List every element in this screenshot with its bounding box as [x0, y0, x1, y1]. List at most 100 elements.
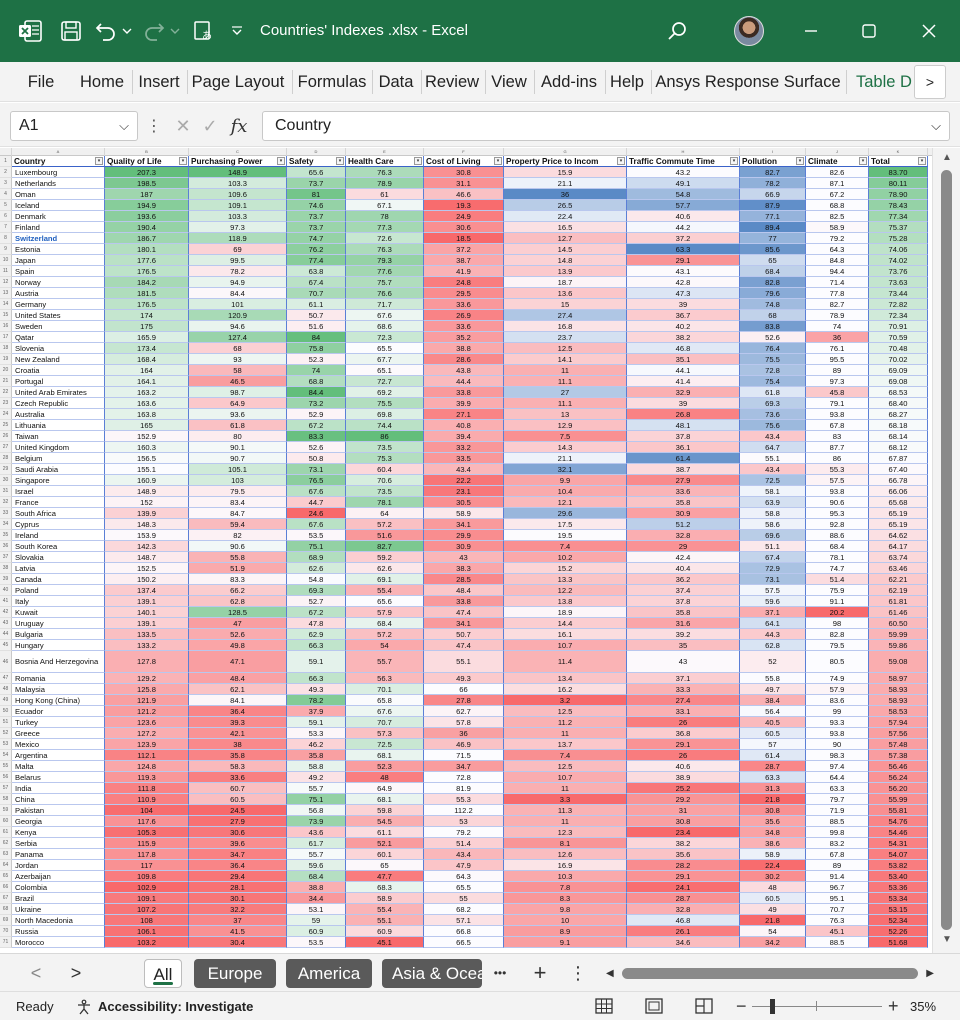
cell-climate[interactable]: 90.6 [806, 497, 869, 508]
cell-total[interactable]: 56.24 [869, 772, 928, 783]
cell-quality-of-life[interactable]: 139.1 [105, 596, 189, 607]
cell-total[interactable]: 67.87 [869, 453, 928, 464]
cell-total[interactable]: 52.26 [869, 926, 928, 937]
cell-cost-of-living[interactable]: 41.9 [424, 266, 504, 277]
cell-country[interactable]: South Africa [12, 508, 105, 519]
cell-country[interactable]: Norway [12, 277, 105, 288]
prev-sheet-button[interactable]: < [30, 963, 42, 983]
cell-property-price-to-income[interactable]: 16.8 [504, 321, 627, 332]
cell-total[interactable]: 77.34 [869, 211, 928, 222]
cell-pollution[interactable]: 30.8 [740, 805, 806, 816]
cell-cost-of-living[interactable]: 38.3 [424, 563, 504, 574]
cell-total[interactable]: 54.31 [869, 838, 928, 849]
cell-cost-of-living[interactable]: 72.8 [424, 772, 504, 783]
cell-traffic-commute-time[interactable]: 29.2 [627, 794, 740, 805]
cell-climate[interactable]: 74 [806, 321, 869, 332]
cell-pollution[interactable]: 63.9 [740, 497, 806, 508]
cell-purchasing-power[interactable]: 34.7 [189, 849, 287, 860]
cell-cost-of-living[interactable]: 55 [424, 893, 504, 904]
cell-climate[interactable]: 82.6 [806, 167, 869, 178]
cell-pollution[interactable]: 60.5 [740, 893, 806, 904]
cell-traffic-commute-time[interactable]: 36.1 [627, 442, 740, 453]
cell-cost-of-living[interactable]: 68.2 [424, 904, 504, 915]
cell-property-price-to-income[interactable]: 8.3 [504, 893, 627, 904]
cell-safety[interactable]: 54.8 [287, 574, 346, 585]
row-number[interactable]: 70 [0, 926, 12, 937]
cell-pollution[interactable]: 55.8 [740, 673, 806, 684]
cell-cost-of-living[interactable]: 39.9 [424, 398, 504, 409]
cell-country[interactable]: Russia [12, 926, 105, 937]
page-break-preview-icon[interactable] [694, 996, 716, 1016]
cell-pollution[interactable]: 58.9 [740, 849, 806, 860]
cell-total[interactable]: 75.37 [869, 222, 928, 233]
cell-pollution[interactable]: 55.1 [740, 453, 806, 464]
cell-quality-of-life[interactable]: 109.1 [105, 893, 189, 904]
cell-pollution[interactable]: 38.6 [740, 838, 806, 849]
cell-health-care[interactable]: 68.4 [346, 618, 424, 629]
cell-quality-of-life[interactable]: 152.5 [105, 563, 189, 574]
cell-purchasing-power[interactable]: 62.1 [189, 684, 287, 695]
cell-purchasing-power[interactable]: 36.4 [189, 706, 287, 717]
cell-pollution[interactable]: 68 [740, 310, 806, 321]
row-number[interactable]: 5 [0, 200, 12, 211]
cell-pollution[interactable]: 21.8 [740, 915, 806, 926]
cell-health-care[interactable]: 62.6 [346, 563, 424, 574]
cell-property-price-to-income[interactable]: 14.3 [504, 442, 627, 453]
cell-safety[interactable]: 58.8 [287, 761, 346, 772]
cell-property-price-to-income[interactable]: 13.6 [504, 288, 627, 299]
cell-quality-of-life[interactable]: 163.6 [105, 398, 189, 409]
filter-dropdown-icon[interactable]: ▾ [179, 157, 187, 165]
cell-quality-of-life[interactable]: 103.2 [105, 937, 189, 948]
cell-climate[interactable]: 90 [806, 739, 869, 750]
cell-climate[interactable]: 76.3 [806, 915, 869, 926]
sheet-tab-america[interactable]: America [286, 959, 372, 988]
cell-cost-of-living[interactable]: 53 [424, 816, 504, 827]
row-number[interactable]: 21 [0, 376, 12, 387]
cell-pollution[interactable]: 67.4 [740, 552, 806, 563]
more-sheets-button[interactable]: ••• [493, 966, 507, 980]
cell-total[interactable]: 72.82 [869, 299, 928, 310]
cell-health-care[interactable]: 75.3 [346, 453, 424, 464]
row-number[interactable]: 52 [0, 728, 12, 739]
cell-quality-of-life[interactable]: 177.6 [105, 255, 189, 266]
cell-property-price-to-income[interactable]: 12.1 [504, 497, 627, 508]
cell-country[interactable]: Ireland [12, 530, 105, 541]
cell-country[interactable]: Azerbaijan [12, 871, 105, 882]
cell-cost-of-living[interactable]: 31.1 [424, 178, 504, 189]
cell-property-price-to-income[interactable]: 13.8 [504, 596, 627, 607]
cell-health-care[interactable]: 61 [346, 189, 424, 200]
cell-pollution[interactable]: 68.4 [740, 266, 806, 277]
row-number[interactable]: 41 [0, 596, 12, 607]
row-number[interactable]: 57 [0, 783, 12, 794]
cell-country[interactable]: Slovakia [12, 552, 105, 563]
cell-safety[interactable]: 68.9 [287, 552, 346, 563]
cell-country[interactable]: China [12, 794, 105, 805]
cell-pollution[interactable]: 52 [740, 651, 806, 673]
cell-property-price-to-income[interactable]: 13.9 [504, 266, 627, 277]
cell-climate[interactable]: 79.5 [806, 640, 869, 651]
cell-health-care[interactable]: 82.7 [346, 541, 424, 552]
cell-property-price-to-income[interactable]: 11 [504, 728, 627, 739]
horizontal-scroll-thumb[interactable] [622, 968, 918, 979]
cell-safety[interactable]: 77.4 [287, 255, 346, 266]
cell-pollution[interactable]: 28.7 [740, 761, 806, 772]
cell-health-care[interactable]: 55.4 [346, 585, 424, 596]
cell-cost-of-living[interactable]: 66.5 [424, 937, 504, 948]
cell-traffic-commute-time[interactable]: 27.4 [627, 695, 740, 706]
cell-purchasing-power[interactable]: 84.1 [189, 695, 287, 706]
cell-purchasing-power[interactable]: 38 [189, 739, 287, 750]
cell-country[interactable]: Netherlands [12, 178, 105, 189]
cell-pollution[interactable]: 64.7 [740, 442, 806, 453]
cell-climate[interactable]: 99 [806, 706, 869, 717]
cell-pollution[interactable]: 34.2 [740, 937, 806, 948]
cell-traffic-commute-time[interactable]: 31 [627, 805, 740, 816]
cell-pollution[interactable]: 63.3 [740, 772, 806, 783]
cell-pollution[interactable]: 61.4 [740, 750, 806, 761]
cell-health-care[interactable]: 73.5 [346, 486, 424, 497]
cell-cost-of-living[interactable]: 71.5 [424, 750, 504, 761]
cell-purchasing-power[interactable]: 58 [189, 365, 287, 376]
cell-property-price-to-income[interactable]: 12.9 [504, 420, 627, 431]
cell-climate[interactable]: 88.6 [806, 530, 869, 541]
cell-health-care[interactable]: 59.8 [346, 805, 424, 816]
cell-climate[interactable]: 88.5 [806, 816, 869, 827]
